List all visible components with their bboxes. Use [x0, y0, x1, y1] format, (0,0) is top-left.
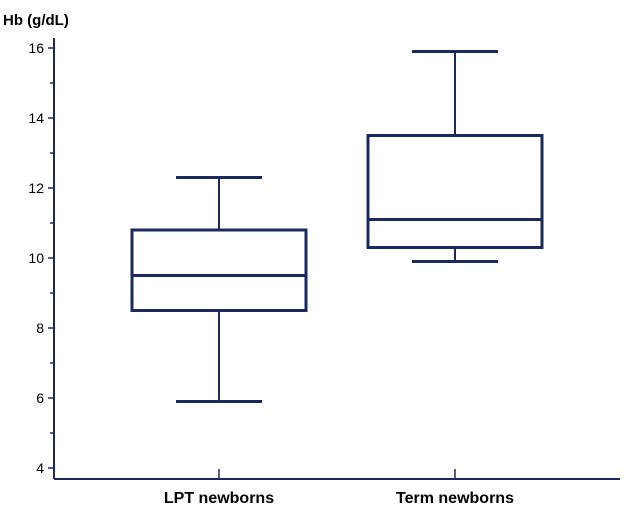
x-category-label: Term newborns	[396, 490, 514, 507]
box-group	[366, 50, 544, 263]
y-tick-label: 12	[28, 180, 44, 196]
y-tick-label: 4	[36, 460, 44, 476]
iqr-box	[366, 134, 544, 249]
y-tick-label: 10	[28, 250, 44, 266]
box-group	[130, 176, 308, 403]
x-category-label: LPT newborns	[164, 490, 274, 507]
y-tick-label: 8	[36, 320, 44, 336]
box-series	[130, 50, 544, 403]
y-tick-label: 14	[28, 110, 44, 126]
y-tick-label: 6	[36, 390, 44, 406]
iqr-box	[130, 228, 308, 312]
x-axis-category-labels: LPT newborns Term newborns	[164, 469, 514, 507]
y-axis-ticks: 4 6 8 10 12 14 16	[28, 40, 54, 476]
y-tick-label: 16	[28, 40, 44, 56]
y-axis-label: Hb (g/dL)	[3, 12, 69, 29]
